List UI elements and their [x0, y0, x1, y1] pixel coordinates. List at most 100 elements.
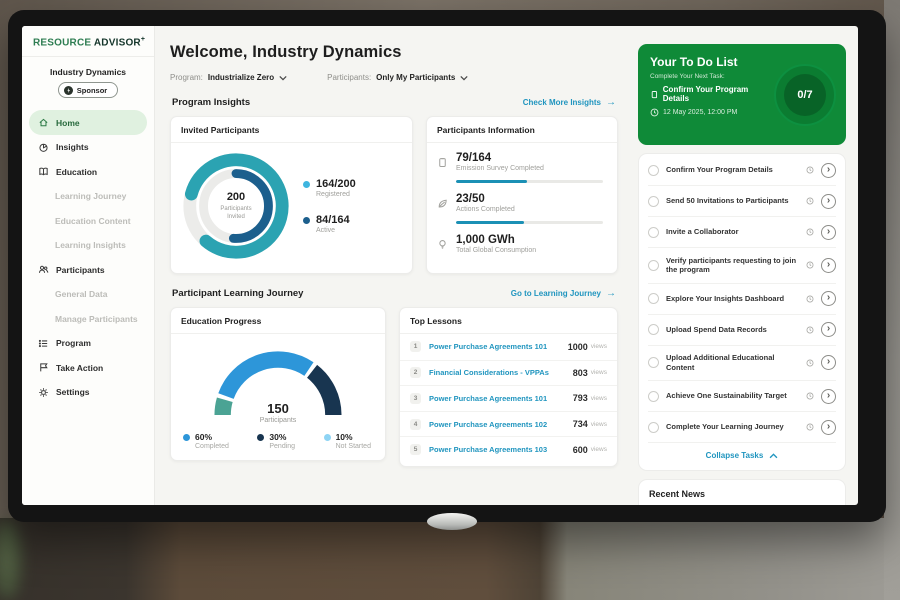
lesson-row[interactable]: 5 Power Purchase Agreements 103 600 view…: [400, 436, 617, 462]
arrow-right-icon: →: [606, 96, 616, 108]
task-row-invite-collaborator[interactable]: Invite a Collaborator ›: [648, 217, 836, 248]
task-checkbox[interactable]: [648, 195, 659, 207]
sidebar-item-insights[interactable]: Insights: [29, 135, 147, 160]
sidebar-item-home[interactable]: Home: [29, 110, 147, 135]
legend-registered: 164/200 Registered: [303, 178, 356, 198]
task-row-upload-educational-content[interactable]: Upload Additional Educational Content ›: [648, 346, 836, 381]
lesson-row[interactable]: 3 Power Purchase Agreements 101 793 view…: [400, 385, 617, 411]
insights-icon: [39, 143, 48, 152]
todo-summary-card: Your To Do List Complete Your Next Task:…: [638, 44, 846, 145]
task-clock-icon: [806, 295, 814, 303]
chevron-up-icon: [769, 452, 778, 458]
sponsor-label: Sponsor: [76, 85, 108, 95]
survey-icon: [437, 152, 449, 173]
sidebar-item-learning-journey[interactable]: Learning Journey: [55, 191, 127, 202]
task-checkbox[interactable]: [648, 357, 659, 369]
donut-legend: 164/200 Registered 84/164 Active: [303, 178, 356, 234]
check-more-insights-link[interactable]: Check More Insights →: [522, 96, 616, 108]
task-chevron-button[interactable]: ›: [821, 193, 836, 209]
education-card-body: 150 Participants 60% Completed 30% Pending: [171, 334, 385, 450]
donut-svg: [183, 153, 289, 259]
task-row-complete-learning-journey[interactable]: Complete Your Learning Journey ›: [648, 412, 836, 443]
app-logo: RESOURCE ADVISOR+: [33, 36, 146, 49]
consumption-row: 1,000 GWh Total Global Consumption: [437, 234, 605, 255]
lessons-list: 1 Power Purchase Agreements 101 1000 vie…: [400, 334, 617, 462]
bulb-icon: [437, 234, 449, 255]
todo-progress-ring: 0/7: [774, 64, 836, 126]
participants-dropdown[interactable]: Participants: Only My Participants: [327, 73, 468, 82]
task-row-achieve-target[interactable]: Achieve One Sustainability Target ›: [648, 381, 836, 412]
gauge-svg: [214, 351, 342, 416]
task-checkbox[interactable]: [648, 164, 659, 176]
lesson-link[interactable]: Power Purchase Agreements 103: [429, 445, 548, 455]
lesson-row[interactable]: 4 Power Purchase Agreements 102 734 view…: [400, 410, 617, 437]
lesson-row[interactable]: 1 Power Purchase Agreements 101 1000 vie…: [400, 334, 617, 360]
todo-due-date: 12 May 2025, 12:00 PM: [650, 108, 774, 117]
task-clock-icon: [806, 392, 814, 400]
top-lessons-card: Top Lessons 1 Power Purchase Agreements …: [399, 307, 618, 467]
sidebar-item-education-content[interactable]: Education Content: [55, 215, 131, 226]
section-title: Program Insights: [172, 97, 251, 108]
todo-panel: Your To Do List Complete Your Next Task:…: [633, 26, 858, 505]
list-icon: [38, 339, 48, 347]
task-row-send-invitations[interactable]: Send 50 Invitations to Participants ›: [648, 186, 836, 217]
program-dropdown[interactable]: Program: Industrialize Zero: [170, 73, 287, 82]
lesson-link[interactable]: Power Purchase Agreements 101: [429, 393, 548, 403]
active-dot: [303, 217, 310, 224]
todo-next-task: Confirm Your Program Details: [650, 85, 774, 103]
task-row-upload-spend-data[interactable]: Upload Spend Data Records ›: [648, 315, 836, 346]
task-row-confirm-program[interactable]: Confirm Your Program Details ›: [648, 155, 836, 186]
task-chevron-button[interactable]: ›: [821, 224, 836, 240]
task-checkbox[interactable]: [648, 421, 659, 433]
card-title: Participants Information: [427, 117, 617, 143]
monitor-stand: [427, 513, 477, 530]
task-chevron-button[interactable]: ›: [821, 388, 836, 404]
sidebar-item-settings[interactable]: Settings: [29, 380, 147, 405]
sponsor-badge[interactable]: Sponsor: [57, 82, 119, 99]
task-row-verify-participants[interactable]: Verify participants requesting to join t…: [648, 248, 836, 284]
emission-progress-bar: [456, 180, 603, 183]
task-chevron-button[interactable]: ›: [821, 291, 836, 306]
task-chevron-button[interactable]: ›: [821, 419, 836, 435]
lesson-link[interactable]: Power Purchase Agreements 101: [429, 342, 548, 352]
learning-journey-header: Participant Learning Journey Go to Learn…: [172, 288, 616, 299]
sidebar: RESOURCE ADVISOR+ Industry Dynamics Spon…: [22, 26, 155, 505]
card-title: Top Lessons: [400, 308, 617, 334]
sidebar-item-education[interactable]: Education: [29, 159, 147, 184]
task-chevron-button[interactable]: ›: [821, 355, 836, 371]
collapse-tasks-link[interactable]: Collapse Tasks: [648, 443, 836, 469]
lesson-link[interactable]: Financial Considerations - VPPAs: [429, 368, 549, 378]
task-chevron-button[interactable]: ›: [821, 162, 836, 178]
chevron-down-icon: [460, 75, 468, 80]
sidebar-item-program[interactable]: Program: [29, 331, 147, 356]
sponsor-icon: [63, 85, 73, 95]
room-background: [0, 518, 900, 600]
todo-title: Your To Do List: [650, 55, 738, 69]
legend-completed: 60% Completed: [183, 432, 229, 450]
task-checkbox[interactable]: [648, 259, 659, 271]
task-checkbox[interactable]: [648, 226, 659, 238]
lesson-row[interactable]: 2 Financial Considerations - VPPAs 803 v…: [400, 359, 617, 386]
task-chevron-button[interactable]: ›: [821, 257, 836, 273]
task-chevron-button[interactable]: ›: [821, 322, 836, 337]
book-icon: [39, 167, 48, 176]
page-title: Welcome, Industry Dynamics: [170, 43, 402, 61]
sidebar-item-participants[interactable]: Participants: [29, 257, 147, 282]
task-clock-icon: [806, 359, 814, 367]
completed-dot: [183, 434, 190, 441]
task-clock-icon: [806, 326, 814, 334]
task-row-explore-insights[interactable]: Explore Your Insights Dashboard ›: [648, 284, 836, 315]
go-to-learning-journey-link[interactable]: Go to Learning Journey →: [510, 287, 616, 299]
card-title: Education Progress: [171, 308, 385, 334]
donut-center-label: 200 Participants Invited: [220, 190, 252, 220]
task-checkbox[interactable]: [648, 324, 659, 335]
sidebar-item-manage-participants[interactable]: Manage Participants: [55, 313, 138, 324]
sidebar-item-general-data[interactable]: General Data: [55, 289, 108, 300]
task-checkbox[interactable]: [648, 390, 659, 402]
take-action-icon: [40, 363, 48, 372]
sidebar-item-take-action[interactable]: Take Action: [29, 355, 147, 380]
legend-pending: 30% Pending: [257, 432, 295, 450]
sidebar-item-learning-insights[interactable]: Learning Insights: [55, 240, 126, 251]
task-checkbox[interactable]: [648, 293, 659, 304]
lesson-link[interactable]: Power Purchase Agreements 102: [429, 419, 548, 429]
